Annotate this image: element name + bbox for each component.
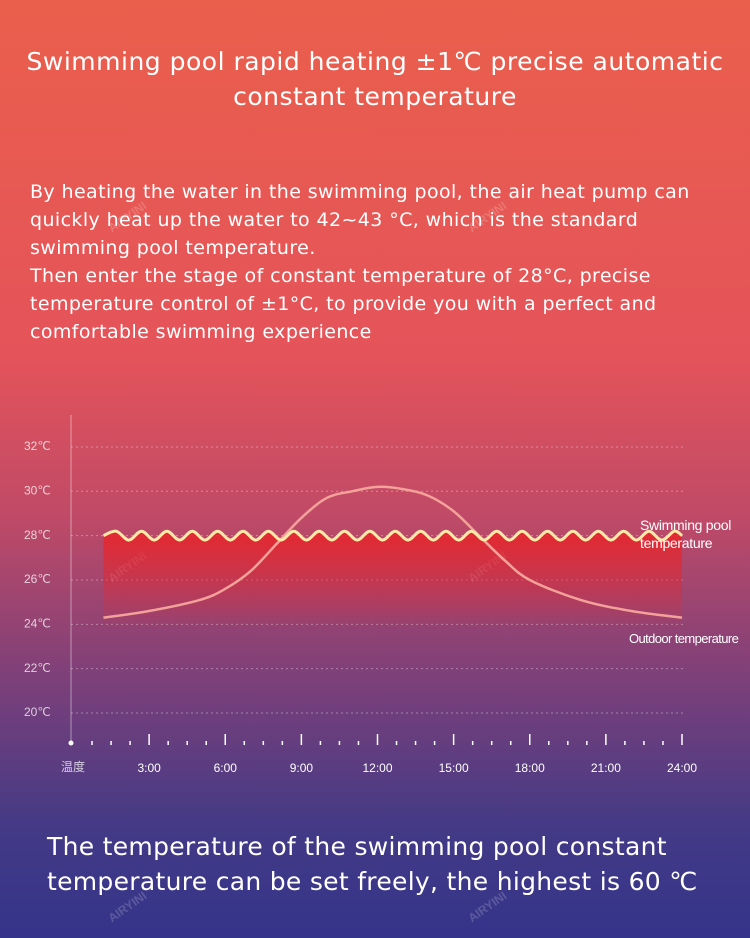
y-tick-label: 20℃ bbox=[24, 705, 51, 719]
y-tick-label: 32℃ bbox=[24, 439, 51, 453]
footer: The temperature of the swimming pool con… bbox=[47, 832, 698, 896]
paragraph: Then enter the stage of constant tempera… bbox=[30, 265, 657, 343]
watermark: AIRYINI bbox=[106, 199, 150, 235]
y-tick-label: 30℃ bbox=[24, 483, 51, 497]
area-fill bbox=[103, 531, 682, 629]
y-tick-label: 24℃ bbox=[24, 616, 51, 630]
x-tick-label: 18:00 bbox=[515, 761, 545, 775]
axis-origin bbox=[68, 740, 74, 746]
x-tick-label: 12:00 bbox=[362, 761, 392, 775]
x-tick-label: 24:00 bbox=[667, 761, 697, 775]
y-axis-label: 温度 bbox=[61, 759, 85, 774]
y-tick-label: 28℃ bbox=[24, 528, 51, 542]
series-line bbox=[102, 529, 683, 542]
series-label: Outdoor temperature bbox=[629, 631, 739, 646]
y-tick-label: 22℃ bbox=[24, 661, 51, 675]
x-tick-label: 15:00 bbox=[439, 761, 469, 775]
x-tick-label: 21:00 bbox=[591, 761, 621, 775]
x-tick-label: 6:00 bbox=[214, 761, 238, 775]
x-tick-label: 3:00 bbox=[137, 761, 161, 775]
x-tick-label: 9:00 bbox=[290, 761, 314, 775]
title: Swimming pool rapid heating ±1℃ precise … bbox=[26, 47, 724, 111]
series-label: Swimming pool temperature bbox=[640, 517, 732, 551]
description: By heating the water in the swimming poo… bbox=[30, 178, 730, 346]
series-line bbox=[103, 485, 683, 619]
watermark: AIRYINI bbox=[466, 199, 510, 235]
y-tick-label: 26℃ bbox=[24, 572, 51, 586]
paragraph: By heating the water in the swimming poo… bbox=[30, 181, 690, 259]
